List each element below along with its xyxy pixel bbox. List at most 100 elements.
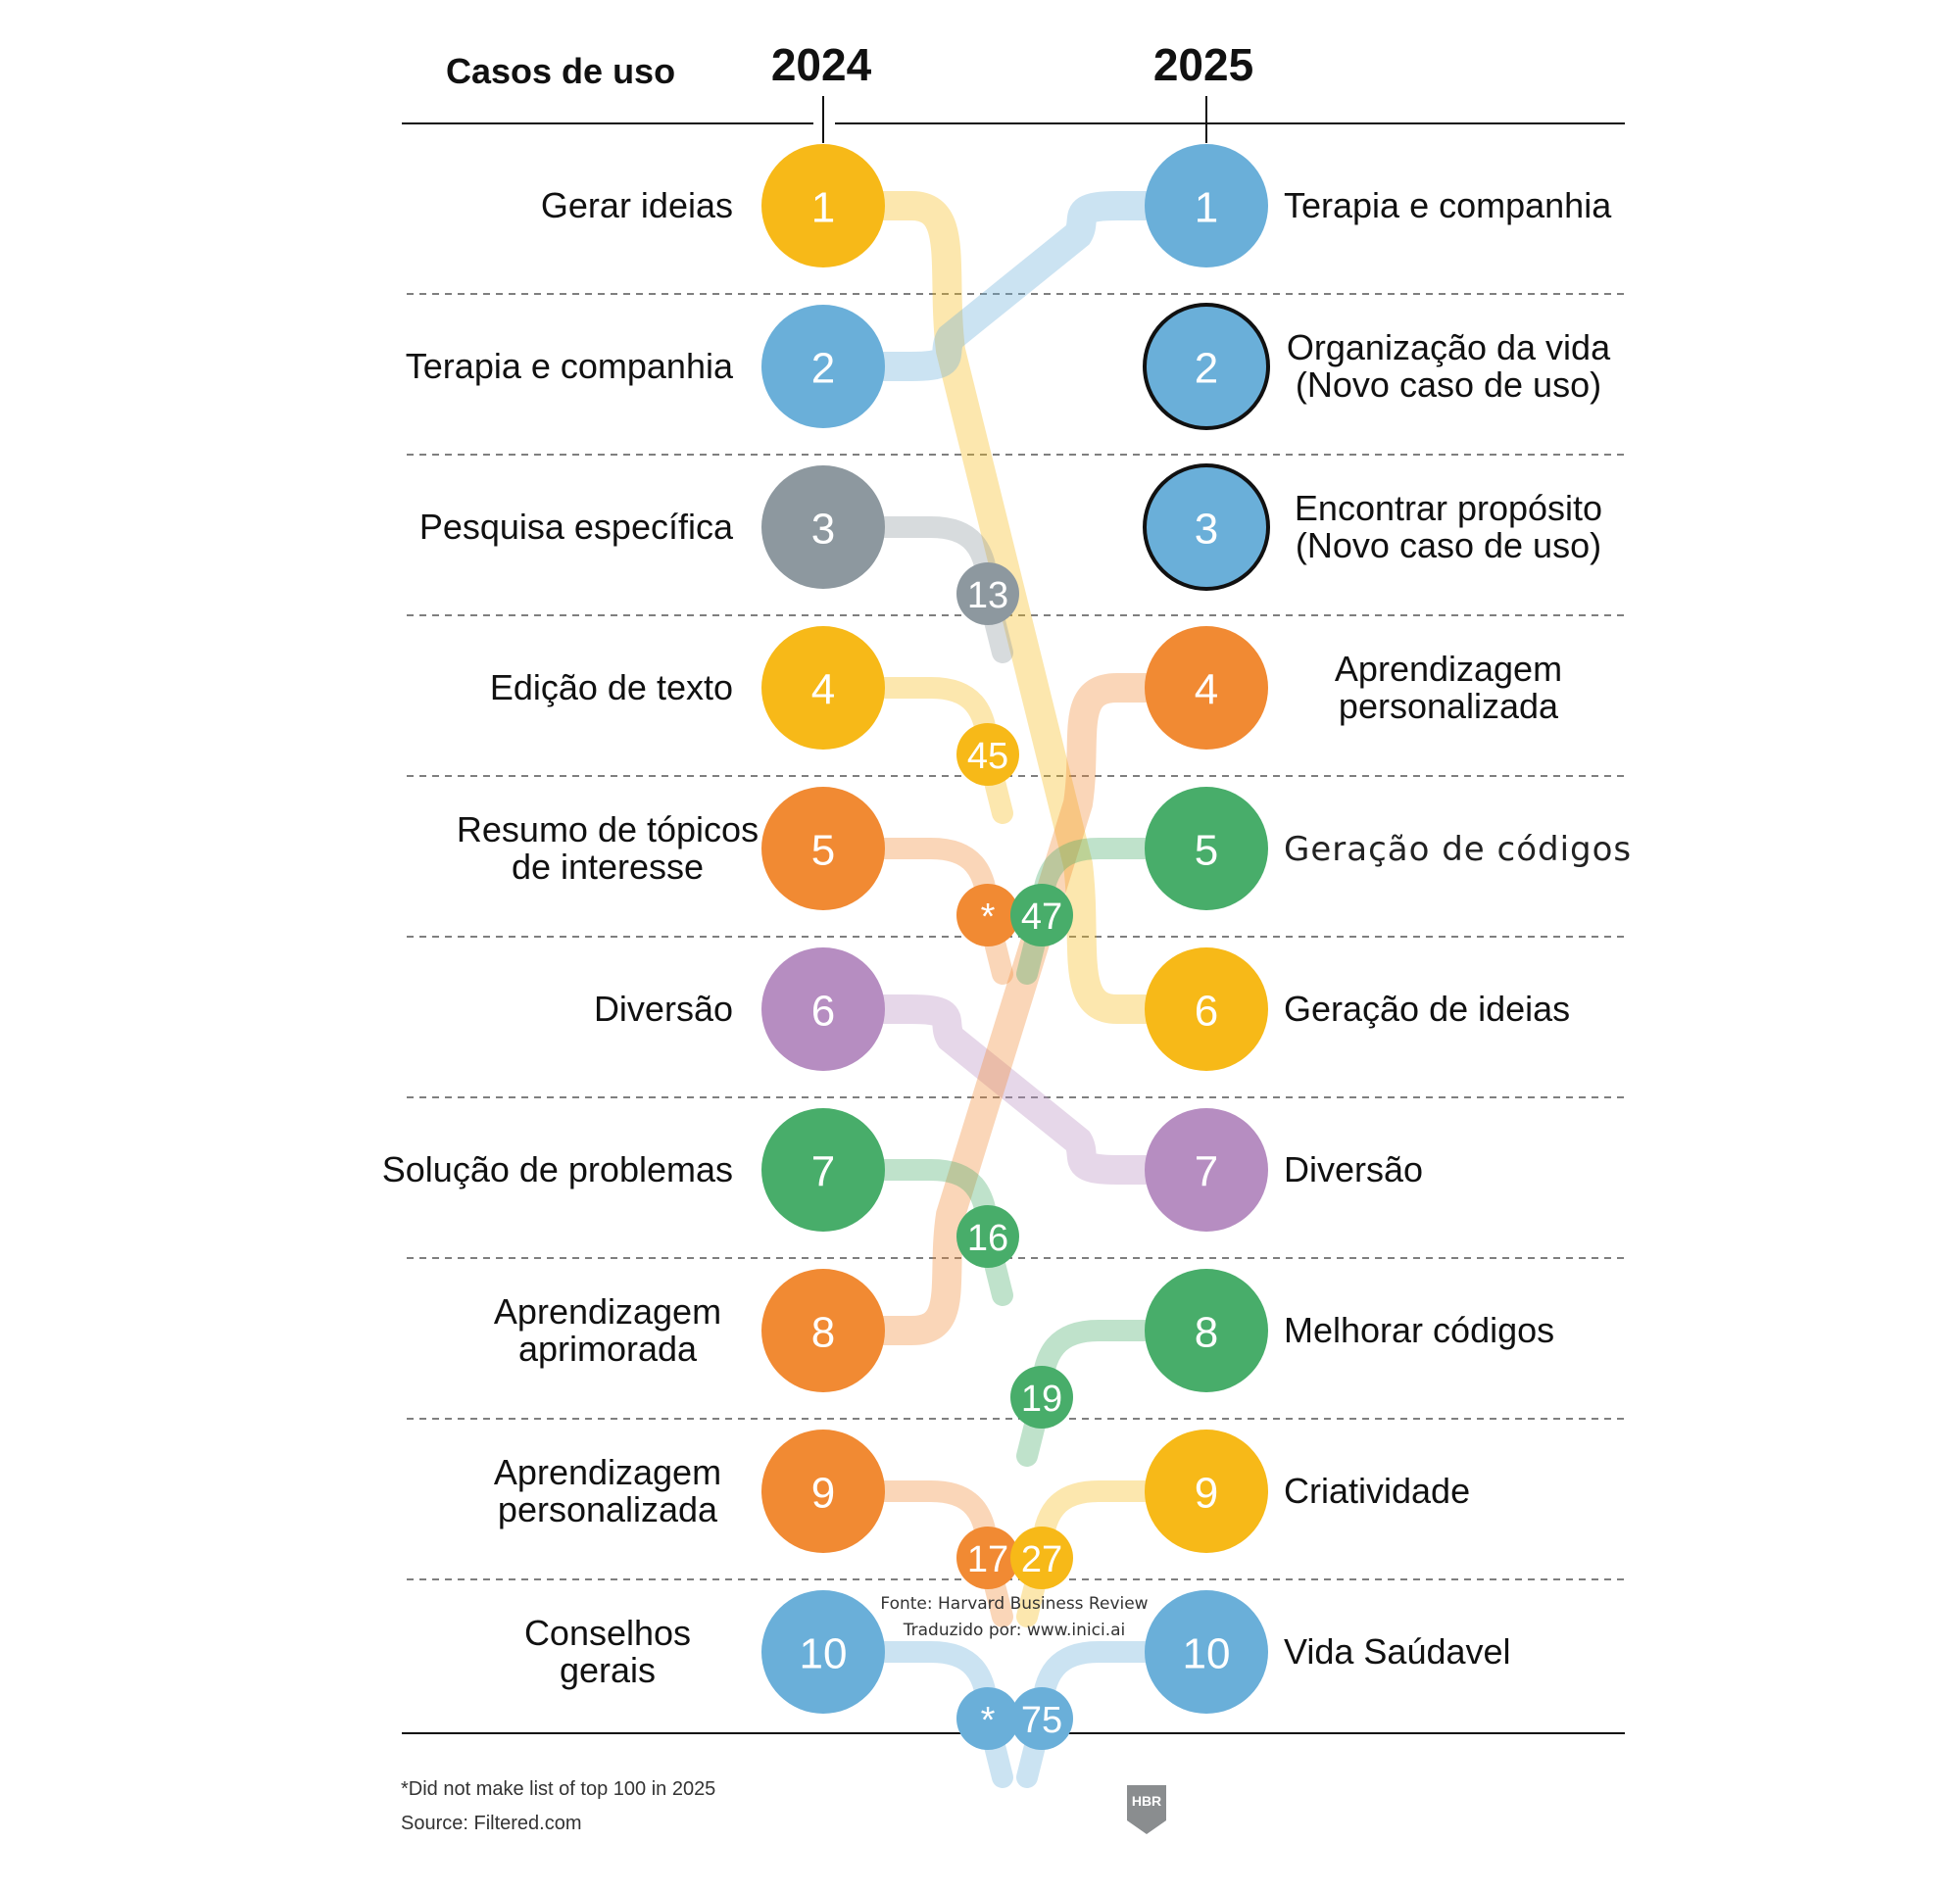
right-rank-circle xyxy=(1145,1430,1268,1553)
secondary-rank-label: 19 xyxy=(1021,1379,1062,1420)
secondary-rank-circle xyxy=(956,1205,1019,1268)
right-row-label: Aprendizagem xyxy=(1335,649,1562,689)
secondary-rank-circle xyxy=(956,884,1019,946)
left-rank-circle xyxy=(761,626,885,750)
secondary-rank-label: * xyxy=(981,1700,996,1741)
left-rank-circle xyxy=(761,144,885,267)
right-row-label: Terapia e companhia xyxy=(1284,185,1612,225)
secondary-rank-label: 13 xyxy=(967,575,1008,616)
left-rank-number: 8 xyxy=(811,1309,835,1357)
right-row-label: (Novo caso de uso) xyxy=(1296,364,1601,405)
right-rank-number: 8 xyxy=(1195,1309,1218,1357)
right-rank-number: 3 xyxy=(1195,506,1218,554)
right-row-label: (Novo caso de uso) xyxy=(1296,525,1601,565)
header-year-2024: 2024 xyxy=(771,39,872,90)
hbr-logo-text: HBR xyxy=(1132,1793,1161,1809)
left-row-label: Conselhos xyxy=(524,1613,691,1653)
right-rank-number: 7 xyxy=(1195,1148,1218,1196)
connector-band xyxy=(848,673,1182,1345)
secondary-rank-label: 75 xyxy=(1021,1700,1062,1741)
left-row-label: aprimorada xyxy=(518,1329,698,1369)
right-row-label: Geração de ideias xyxy=(1284,989,1570,1029)
right-rank-circle xyxy=(1143,463,1270,591)
secondary-rank-circle xyxy=(956,1687,1019,1750)
left-rank-number: 2 xyxy=(811,345,835,393)
credit-source: Fonte: Harvard Business Review xyxy=(880,1594,1148,1614)
right-row-label: Diversão xyxy=(1284,1149,1423,1189)
left-row-label: Resumo de tópicos xyxy=(457,809,759,849)
left-rank-circle xyxy=(761,465,885,589)
left-row-label: gerais xyxy=(560,1650,656,1690)
right-row-label: personalizada xyxy=(1339,686,1559,726)
secondary-rank-circle xyxy=(956,562,1019,625)
right-rank-circle xyxy=(1145,1590,1268,1714)
left-rank-circle xyxy=(761,1430,885,1553)
hbr-logo: HBR xyxy=(1127,1785,1166,1834)
left-rank-number: 1 xyxy=(811,184,835,232)
right-rank-number: 1 xyxy=(1195,184,1218,232)
secondary-rank-circle xyxy=(1010,1366,1073,1429)
left-rank-circle xyxy=(761,787,885,910)
right-rank-circle xyxy=(1143,303,1270,430)
secondary-rank-circle xyxy=(956,1527,1019,1589)
secondary-rank-label: 47 xyxy=(1021,897,1062,938)
right-rank-number: 9 xyxy=(1195,1470,1218,1518)
secondary-rank-circle xyxy=(1010,884,1073,946)
secondary-rank-circle xyxy=(1010,1527,1073,1589)
right-rank-circle xyxy=(1145,1108,1268,1232)
right-rank-number: 5 xyxy=(1195,827,1218,875)
right-row-label: Organização da vida xyxy=(1287,327,1611,367)
right-rank-number: 10 xyxy=(1183,1630,1231,1678)
stub-connectors xyxy=(852,516,1178,1788)
left-row-label: Aprendizagem xyxy=(494,1452,721,1492)
right-row-label: Geração de códigos xyxy=(1284,830,1632,869)
right-rank-circle xyxy=(1145,1269,1268,1392)
header-year-2025: 2025 xyxy=(1153,39,1253,90)
left-rank-number: 7 xyxy=(811,1148,835,1196)
left-row-label: Terapia e companhia xyxy=(406,346,734,386)
row-labels: Gerar ideias Terapia e companhia Pesquisa … xyxy=(382,185,1632,1690)
secondary-rank-circle xyxy=(956,723,1019,786)
left-rank-circle xyxy=(761,947,885,1071)
secondary-rank-label: 16 xyxy=(967,1218,1008,1259)
left-rank-number: 5 xyxy=(811,827,835,875)
left-row-label: Diversão xyxy=(594,989,733,1029)
left-rank-number: 4 xyxy=(811,666,835,714)
footnote: *Did not make list of top 100 in 2025 xyxy=(401,1778,715,1800)
right-rank-number: 6 xyxy=(1195,988,1218,1036)
right-row-label: Encontrar propósito xyxy=(1295,488,1602,528)
left-rank-number: 3 xyxy=(811,506,835,554)
left-row-label: Pesquisa específica xyxy=(419,507,734,547)
right-rank-circle xyxy=(1145,947,1268,1071)
left-row-label: Gerar ideias xyxy=(541,185,733,225)
right-row-label: Criatividade xyxy=(1284,1471,1470,1511)
right-row-label: Vida Saúdavel xyxy=(1284,1631,1511,1672)
connector-band xyxy=(848,994,1182,1185)
left-rank-number: 9 xyxy=(811,1470,835,1518)
connector-band xyxy=(848,191,1182,381)
secondary-rank-label: 27 xyxy=(1021,1539,1062,1580)
source-note: Source: Filtered.com xyxy=(401,1813,582,1834)
left-row-label: Aprendizagem xyxy=(494,1291,721,1332)
right-rank-number: 4 xyxy=(1195,666,1218,714)
secondary-rank-label: 45 xyxy=(967,736,1008,777)
right-rank-circle xyxy=(1145,787,1268,910)
left-rank-number: 10 xyxy=(800,1630,848,1678)
left-rank-circle xyxy=(761,1269,885,1392)
right-rank-number: 2 xyxy=(1195,345,1218,393)
right-rank-circle xyxy=(1145,144,1268,267)
right-rank-circle xyxy=(1145,626,1268,750)
left-rank-number: 6 xyxy=(811,988,835,1036)
left-row-label: Edição de texto xyxy=(490,667,733,707)
secondary-rank-label: * xyxy=(981,897,996,938)
secondary-rank-circle xyxy=(1010,1687,1073,1750)
left-row-label: de interesse xyxy=(512,847,704,887)
credit-translation: Traduzido por: www.inici.ai xyxy=(903,1621,1126,1640)
left-rank-circle xyxy=(761,305,885,428)
left-rank-circle xyxy=(761,1590,885,1714)
secondary-rank-label: 17 xyxy=(967,1539,1008,1580)
right-row-label: Melhorar códigos xyxy=(1284,1310,1554,1350)
left-rank-circle xyxy=(761,1108,885,1232)
